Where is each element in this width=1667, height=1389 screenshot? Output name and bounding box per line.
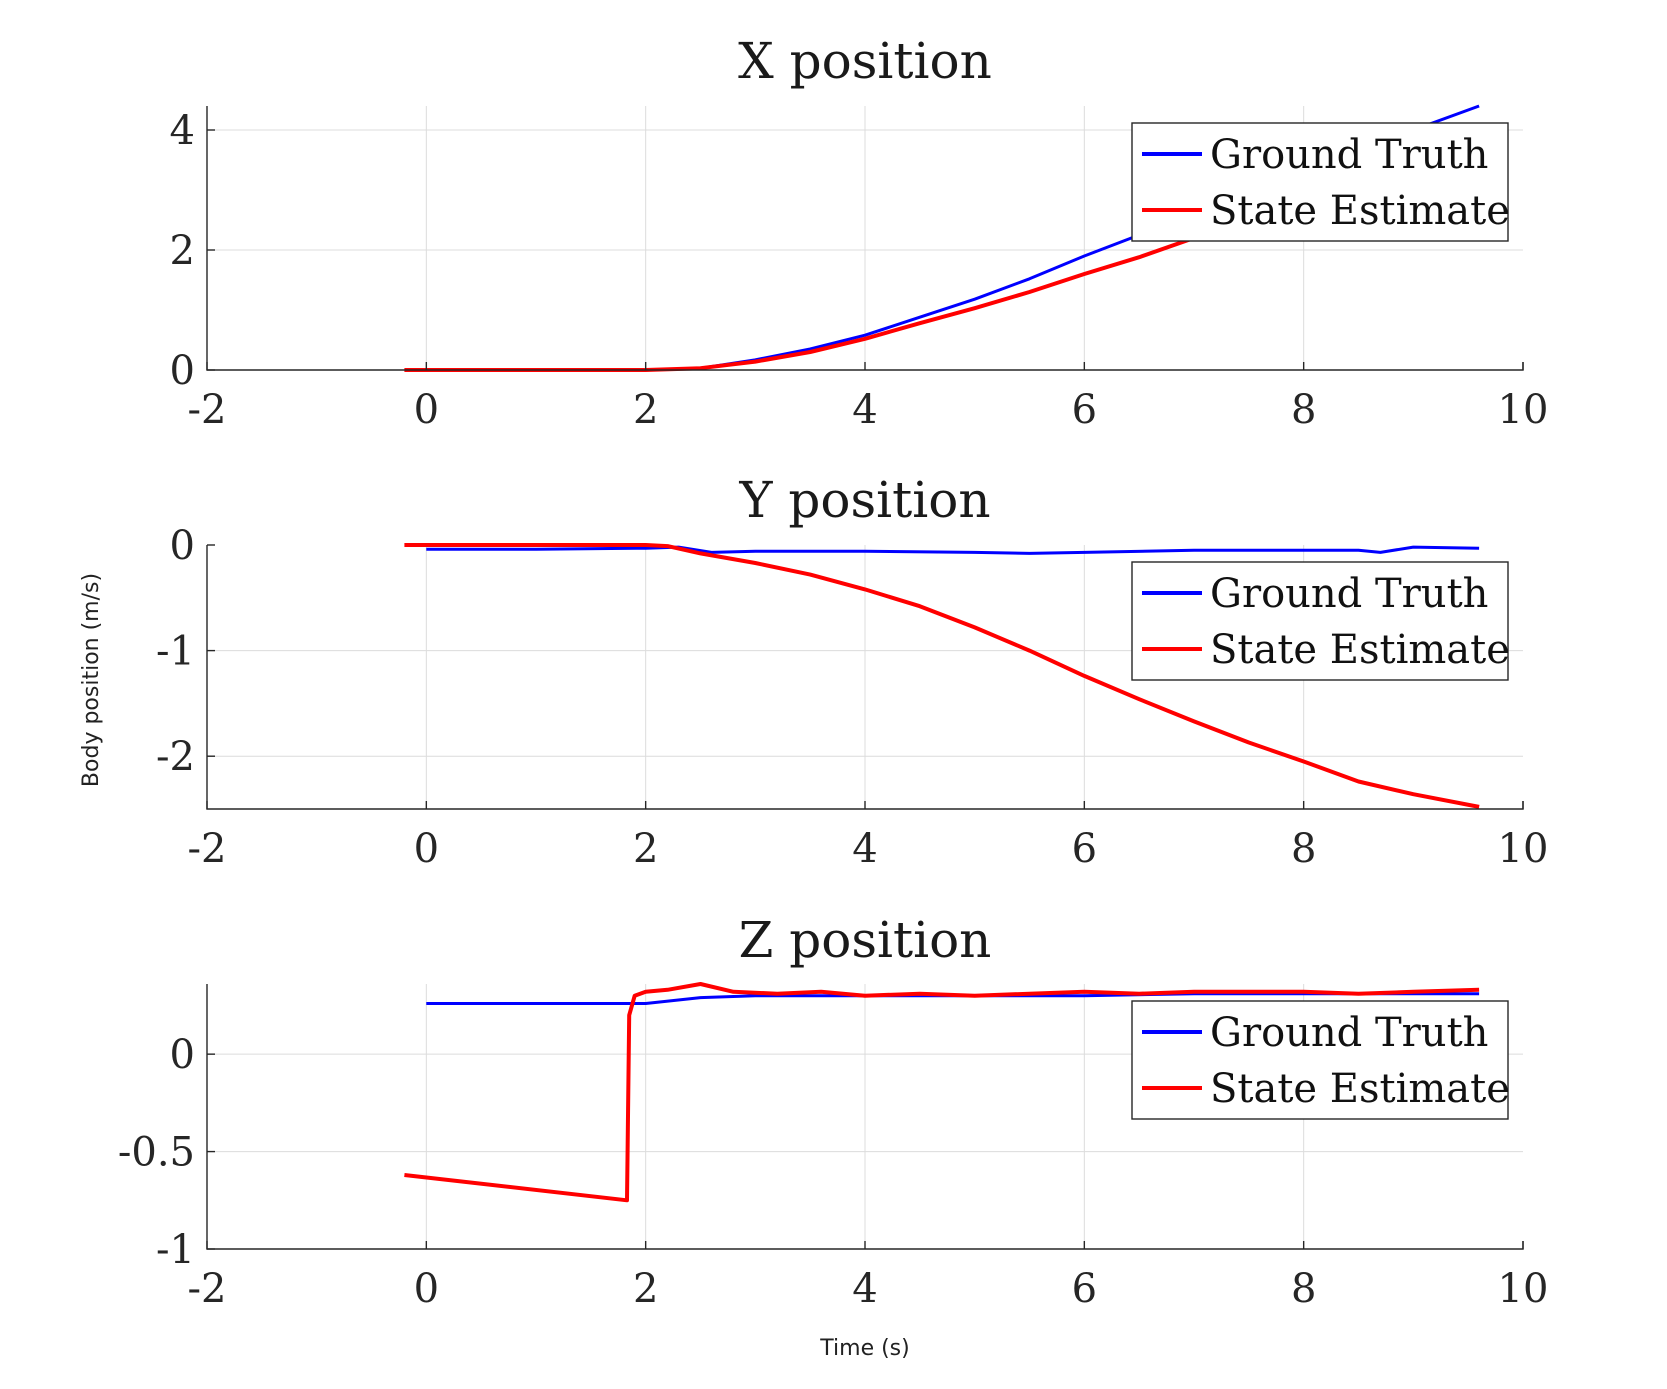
panel-title: Y position: [738, 471, 990, 529]
y-tick-label: 2: [170, 228, 195, 274]
x-tick-label: 2: [633, 387, 658, 433]
legend: Ground Truth State Estimate: [1131, 122, 1510, 242]
z-position-panel: Z position -2 0 2 4 6 8 10 -1 -0.5 0 Ground Truth St…: [118, 911, 1549, 1312]
x-tick-label: 4: [852, 1266, 877, 1312]
x-tick-label: 6: [1072, 826, 1097, 872]
state-estimate-line: [404, 982, 1480, 1203]
legend-label: Ground Truth: [1210, 132, 1488, 178]
y-tick-label: -2: [156, 734, 195, 780]
x-axis-label: Time (s): [819, 1336, 909, 1361]
legend: Ground Truth State Estimate: [1131, 561, 1510, 681]
x-tick-label: 10: [1498, 387, 1549, 433]
legend-label: State Estimate: [1210, 188, 1510, 234]
y-tick-label: 0: [170, 1032, 195, 1078]
legend-label: State Estimate: [1210, 627, 1510, 673]
x-tick-label: -2: [188, 1266, 227, 1312]
panel-title: X position: [738, 32, 992, 90]
x-tick-label: 2: [633, 826, 658, 872]
x-tick-label: 6: [1072, 387, 1097, 433]
x-tick-label: -2: [188, 387, 227, 433]
x-tick-label: 2: [633, 1266, 658, 1312]
x-tick-label: 6: [1072, 1266, 1097, 1312]
x-tick-label: 0: [414, 387, 439, 433]
x-tick-label: 4: [852, 826, 877, 872]
y-tick-label: -1: [156, 1227, 195, 1273]
x-tick-label: 8: [1291, 387, 1316, 433]
x-tick-label: 0: [414, 1266, 439, 1312]
y-tick-label: 0: [170, 348, 195, 394]
legend-box: [1131, 561, 1509, 681]
y-tick-label: -1: [156, 629, 195, 675]
y-tick-label: -0.5: [118, 1130, 195, 1176]
y-tick-label: 0: [170, 523, 195, 569]
panel-title: Z position: [739, 911, 992, 969]
y-axis-label: Body position (m/s): [79, 573, 104, 787]
x-tick-label: 4: [852, 387, 877, 433]
x-tick-label: -2: [188, 826, 227, 872]
y-position-panel: Y position -2 0 2 4 6 8 10 -2 -1 0 Ground Truth Stat…: [156, 471, 1548, 872]
x-tick-label: 10: [1498, 826, 1549, 872]
legend-box: [1131, 1000, 1509, 1120]
legend-label: Ground Truth: [1210, 1010, 1488, 1056]
legend: Ground Truth State Estimate: [1131, 1000, 1510, 1120]
x-tick-label: 8: [1291, 1266, 1316, 1312]
legend-label: Ground Truth: [1210, 571, 1488, 617]
ground-truth-line: [426, 545, 1480, 555]
state-estimate-line: [404, 543, 1480, 809]
legend-label: State Estimate: [1210, 1066, 1510, 1112]
x-tick-label: 8: [1291, 826, 1316, 872]
legend-box: [1131, 122, 1509, 242]
y-tick-label: 4: [170, 108, 195, 154]
x-tick-label: 10: [1498, 1266, 1549, 1312]
x-tick-label: 0: [414, 826, 439, 872]
